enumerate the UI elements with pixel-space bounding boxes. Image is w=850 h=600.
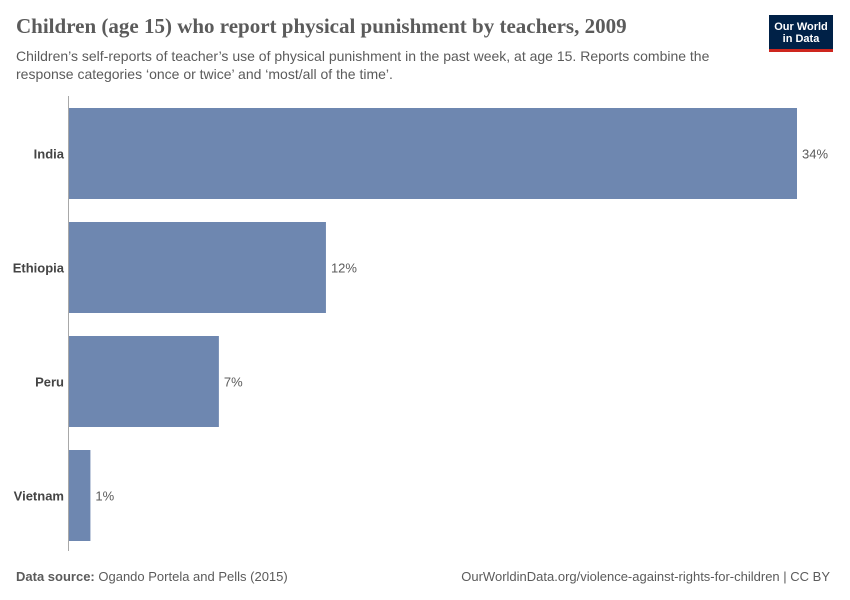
chart-subtitle: Children’s self-reports of teacher’s use… — [16, 48, 710, 82]
bar-peru[interactable] — [69, 336, 219, 427]
data-source-label: Data source: — [16, 569, 95, 584]
bar-india[interactable] — [69, 108, 797, 199]
data-source: Data source: Ogando Portela and Pells (2… — [16, 569, 288, 584]
bar-ethiopia[interactable] — [69, 222, 326, 313]
value-label: 7% — [224, 375, 243, 390]
category-label: India — [34, 147, 65, 162]
logo-accent-bar — [769, 49, 833, 52]
owid-logo[interactable]: Our World in Data — [769, 15, 833, 52]
category-label: Vietnam — [14, 489, 64, 504]
logo-line-2: in Data — [782, 33, 820, 45]
bar-vietnam[interactable] — [69, 450, 91, 541]
category-label: Ethiopia — [13, 261, 65, 276]
credit-link[interactable]: OurWorldinData.org/violence-against-righ… — [461, 569, 830, 584]
logo-line-1: Our World — [774, 21, 828, 33]
value-label: 34% — [802, 147, 828, 162]
bar-chart: India 34% Ethiopia 12% Peru 7% Vietnam 1% — [13, 96, 828, 551]
category-label: Peru — [35, 375, 64, 390]
data-source-text[interactable]: Ogando Portela and Pells (2015) — [98, 569, 288, 584]
value-label: 1% — [95, 489, 114, 504]
chart-title: Children (age 15) who report physical pu… — [16, 14, 627, 38]
value-label: 12% — [331, 261, 357, 276]
